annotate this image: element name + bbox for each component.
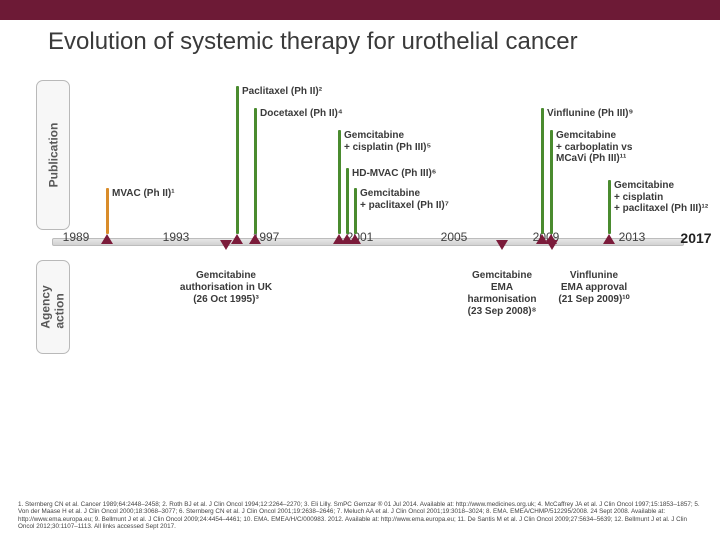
timeline-tick-up <box>231 234 243 244</box>
agency-item-label: Gemcitabine EMA harmonisation (23 Sep 20… <box>468 270 537 318</box>
agency-item-label: Vinflunine EMA approval (21 Sep 2009)¹⁰ <box>558 270 629 306</box>
references-text: 1. Sternberg CN et al. Cancer 1989;64:24… <box>18 501 702 530</box>
publication-item-label: HD-MVAC (Ph III)⁶ <box>352 168 436 180</box>
timeline-tick-up <box>603 234 615 244</box>
publication-label-text: Publication <box>46 123 60 188</box>
page-title: Evolution of systemic therapy for urothe… <box>48 28 684 56</box>
publication-item-label: Gemcitabine + paclitaxel (Ph II)⁷ <box>360 188 449 211</box>
top-bar <box>0 0 720 20</box>
publication-item-label: Gemcitabine + cisplatin (Ph III)⁵ <box>344 130 431 153</box>
publication-item: Docetaxel (Ph II)⁴ <box>254 108 343 234</box>
item-stem <box>236 86 239 234</box>
item-stem <box>346 168 349 234</box>
agency-item-label: Gemcitabine authorisation in UK (26 Oct … <box>180 270 272 306</box>
item-stem <box>608 180 611 234</box>
publication-item: MVAC (Ph II)¹ <box>106 188 175 234</box>
item-stem <box>541 108 544 234</box>
publication-item-label: Vinflunine (Ph III)⁹ <box>547 108 633 120</box>
timeline-tick-up <box>101 234 113 244</box>
publication-region-label: Publication <box>36 80 70 230</box>
publication-item: Gemcitabine + paclitaxel (Ph II)⁷ <box>354 188 449 234</box>
year-label: 1989 <box>63 230 90 244</box>
timeline-tick-up <box>349 234 361 244</box>
publication-item: Gemcitabine + cisplatin + paclitaxel (Ph… <box>608 180 708 234</box>
timeline-tick-down <box>546 240 558 250</box>
item-stem <box>338 130 341 234</box>
agency-label-text: Agency action <box>39 285 67 328</box>
item-stem <box>254 108 257 234</box>
agency-region-label: Agency action <box>36 260 70 354</box>
publication-item-label: Paclitaxel (Ph II)² <box>242 86 322 98</box>
timeline-tick-down <box>496 240 508 250</box>
item-stem <box>106 188 109 234</box>
publication-item-label: MVAC (Ph II)¹ <box>112 188 175 200</box>
publication-item-label: Gemcitabine + cisplatin + paclitaxel (Ph… <box>614 180 708 215</box>
timeline-diagram: Publication Agency action 19891993199720… <box>36 80 684 390</box>
item-stem <box>550 130 553 234</box>
title-wrap: Evolution of systemic therapy for urothe… <box>0 20 720 62</box>
publication-item-label: Docetaxel (Ph II)⁴ <box>260 108 343 120</box>
item-stem <box>354 188 357 234</box>
timeline-tick-up <box>249 234 261 244</box>
publication-item-label: Gemcitabine + carboplatin vs MCaVi (Ph I… <box>556 130 632 165</box>
timeline-tick-down <box>220 240 232 250</box>
